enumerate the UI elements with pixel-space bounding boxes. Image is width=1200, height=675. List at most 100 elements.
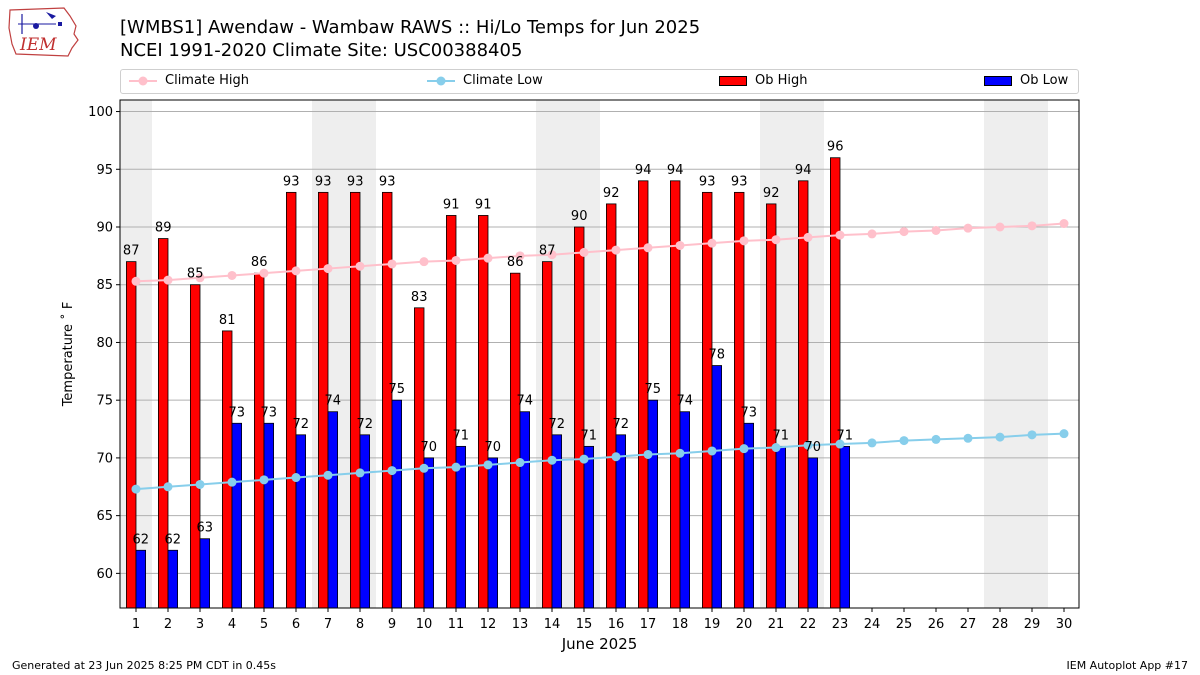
climate-high-point xyxy=(867,229,877,239)
climate-low-point xyxy=(131,484,141,494)
x-tick-label: 19 xyxy=(704,617,721,632)
legend: Climate High Climate Low Ob High Ob Low xyxy=(120,69,1079,94)
ob-high-bar xyxy=(189,284,201,609)
climate-low-point xyxy=(931,434,941,444)
ob-high-bar xyxy=(221,330,233,609)
y-tick-label: 100 xyxy=(88,105,113,120)
ob-high-bar xyxy=(381,191,393,609)
climate-low-point xyxy=(355,468,365,478)
x-axis-label: June 2025 xyxy=(561,635,638,653)
ob-low-bar xyxy=(263,422,275,609)
x-tick-label: 20 xyxy=(736,617,753,632)
ob-low-bar xyxy=(391,399,403,609)
climate-high-point xyxy=(963,223,973,233)
footer-app-text: IEM Autoplot App #17 xyxy=(1066,659,1189,672)
legend-item-ob-low: Ob Low xyxy=(984,73,1068,88)
climate-low-point xyxy=(963,433,973,443)
ob-low-bar xyxy=(167,549,179,609)
ob-high-bar xyxy=(830,157,841,609)
ob-low-bar xyxy=(231,422,243,609)
climate-low-point xyxy=(419,463,429,473)
legend-item-ob-high: Ob High xyxy=(719,73,808,88)
x-tick-label: 22 xyxy=(800,617,817,632)
climate-high-point xyxy=(259,268,269,278)
ob-low-bar xyxy=(679,411,691,609)
climate-high-point xyxy=(1027,221,1037,231)
ob-low-label: 74 xyxy=(677,394,694,409)
ob-low-bar xyxy=(199,538,211,609)
ob-high-label: 94 xyxy=(667,163,684,178)
x-tick-label: 7 xyxy=(324,617,332,632)
ob-low-label: 78 xyxy=(709,348,726,363)
legend-label-ob-high: Ob High xyxy=(755,73,808,88)
climate-low-point xyxy=(835,439,845,449)
climate-low-point xyxy=(675,448,685,458)
legend-item-climate-high: Climate High xyxy=(129,73,249,88)
climate-low-point xyxy=(611,452,621,462)
x-tick-label: 5 xyxy=(260,617,268,632)
ob-high-bar xyxy=(413,307,425,609)
climate-high-point xyxy=(195,273,205,283)
ob-low-bar xyxy=(327,411,339,609)
ob-high-label: 81 xyxy=(219,313,236,328)
legend-item-climate-low: Climate Low xyxy=(427,73,543,88)
y-tick-label: 75 xyxy=(96,394,113,409)
ob-high-label: 83 xyxy=(411,290,428,305)
ob-high-label: 93 xyxy=(731,174,748,189)
x-tick-label: 27 xyxy=(960,617,977,632)
climate-low-point xyxy=(803,440,813,450)
weekend-shading xyxy=(120,100,1048,608)
ob-low-label: 74 xyxy=(325,394,342,409)
chart-title: [WMBS1] Awendaw - Wambaw RAWS :: Hi/Lo T… xyxy=(120,17,701,38)
ob-high-label: 87 xyxy=(539,244,556,259)
ob-high-label: 90 xyxy=(571,209,588,224)
climate-low-point xyxy=(515,458,525,468)
climate-high-point xyxy=(803,232,813,242)
climate-low-point xyxy=(323,470,333,480)
iem-logo-text: IEM xyxy=(19,35,57,55)
ob-high-label: 93 xyxy=(315,174,332,189)
climate-high-point xyxy=(355,261,365,271)
climate-high-point xyxy=(995,222,1005,232)
climate-high-point xyxy=(1059,219,1069,229)
climate-high-point xyxy=(515,251,525,261)
ob-high-bar xyxy=(126,261,137,609)
x-tick-label: 12 xyxy=(480,617,497,632)
ob-high-label: 94 xyxy=(635,163,652,178)
x-tick-label: 14 xyxy=(544,617,561,632)
ob-high-label: 96 xyxy=(827,140,844,155)
ob-high-bar xyxy=(285,191,297,609)
climate-low-point xyxy=(899,436,909,446)
ob-high-label: 92 xyxy=(763,186,780,201)
ob-low-bar xyxy=(359,434,371,609)
y-tick-label: 60 xyxy=(96,567,113,582)
ob-low-label: 63 xyxy=(197,521,214,536)
climate-high-point xyxy=(483,253,493,263)
climate-low-point xyxy=(483,460,493,470)
climate-high-point xyxy=(771,235,781,245)
ob-low-bar xyxy=(775,445,787,609)
ob-low-label: 72 xyxy=(613,417,630,432)
ob-low-bar xyxy=(711,365,723,609)
ob-low-bar xyxy=(295,434,307,609)
climate-high-point xyxy=(707,238,717,248)
ob-low-bar xyxy=(487,457,499,609)
ob-high-bar xyxy=(766,203,777,609)
weekend-shade xyxy=(984,100,1048,608)
ob-low-label: 71 xyxy=(581,428,598,443)
x-tick-label: 8 xyxy=(356,617,364,632)
climate-low-point xyxy=(643,449,653,459)
x-tick-label: 9 xyxy=(388,617,396,632)
climate-low-point xyxy=(163,482,173,492)
y-tick-label: 90 xyxy=(96,221,113,236)
ob-low-label: 75 xyxy=(389,382,406,397)
ob-high-label: 93 xyxy=(699,174,716,189)
climate-high-point xyxy=(227,270,237,280)
ob-low-bar xyxy=(423,457,435,609)
ob-high-bar xyxy=(477,215,489,609)
ob-high-bar xyxy=(798,180,809,609)
ob-high-bar xyxy=(157,238,169,609)
climate-low-point xyxy=(579,454,589,464)
